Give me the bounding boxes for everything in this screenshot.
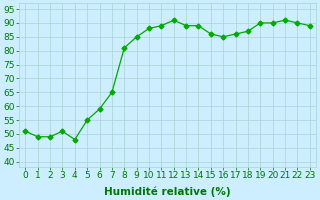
X-axis label: Humidité relative (%): Humidité relative (%) (104, 186, 231, 197)
